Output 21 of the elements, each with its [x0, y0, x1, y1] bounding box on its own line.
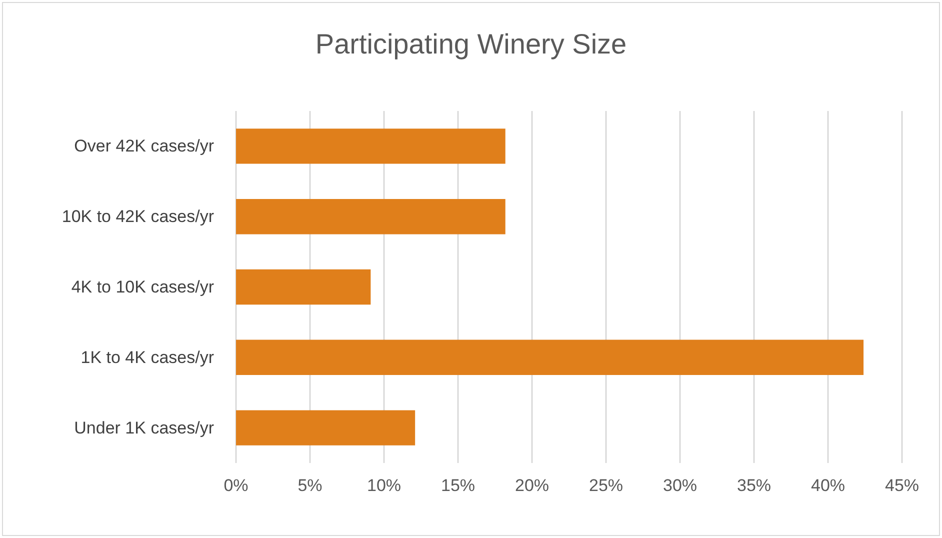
x-tick-label: 5% — [298, 476, 322, 495]
chart-title: Participating Winery Size — [315, 28, 627, 60]
x-tick-label: 25% — [588, 476, 624, 495]
bar — [236, 410, 416, 446]
y-tick-label: 1K to 4K cases/yr — [80, 348, 214, 367]
x-tick-label: 0% — [224, 476, 248, 495]
x-tick-label: 20% — [514, 476, 550, 495]
x-tick-label: 45% — [884, 476, 920, 495]
y-tick-label: 4K to 10K cases/yr — [71, 278, 214, 296]
y-tick-label: Under 1K cases/yr — [74, 418, 214, 438]
bar — [236, 340, 864, 375]
x-tick-label: 40% — [810, 476, 846, 495]
x-tick-label: 15% — [440, 476, 476, 495]
x-tick-label: 10% — [366, 476, 402, 495]
y-tick-label: Over 42K cases/yr — [74, 136, 214, 156]
bar — [236, 269, 371, 305]
x-tick-label: 35% — [736, 476, 772, 495]
bar — [236, 199, 506, 234]
y-tick-label: 10K to 42K cases/yr — [62, 207, 214, 226]
x-tick-label: 30% — [662, 476, 698, 495]
bar — [236, 128, 506, 164]
